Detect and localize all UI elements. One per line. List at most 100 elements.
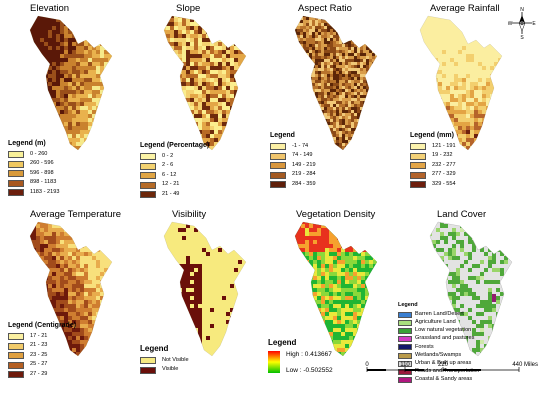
legend-title: Legend (Percentage) xyxy=(140,142,210,149)
legend-item: 232 - 277 xyxy=(410,161,456,171)
legend-label: 0 - 260 xyxy=(30,150,48,157)
legend-swatch xyxy=(140,172,156,180)
legend-swatch xyxy=(270,152,286,160)
legend-item: 17 - 21 xyxy=(8,332,76,342)
legend-title: Legend xyxy=(140,344,169,353)
legend-label: 2 - 6 xyxy=(162,162,174,169)
scale-unit-label: 440 Miles xyxy=(512,362,538,368)
legend-title: Legend xyxy=(398,302,418,308)
legend-item: 121 - 191 xyxy=(410,142,456,152)
legend-swatch xyxy=(140,181,156,189)
legend-item: Wetlands/Swamps xyxy=(398,351,479,359)
legend-item: 260 - 596 xyxy=(8,160,59,170)
landcover-map xyxy=(429,221,513,357)
legend-item: 74 - 149 xyxy=(270,152,316,162)
legend-swatch xyxy=(8,170,24,178)
legend-item: 329 - 554 xyxy=(410,180,456,190)
slope-title: Slope xyxy=(176,3,201,14)
visibility-map xyxy=(163,221,247,357)
legend-swatch xyxy=(140,153,156,161)
legend-label: 74 - 149 xyxy=(292,152,313,159)
legend-label: 1183 - 2193 xyxy=(30,188,60,195)
aspect-title: Aspect Ratio xyxy=(298,3,352,14)
legend-label: Grassland and pastures xyxy=(415,335,475,342)
scale-tick-1: 110 xyxy=(400,362,410,368)
legend-label: 25 - 27 xyxy=(30,361,48,368)
legend-item: 6 - 12 xyxy=(140,171,209,181)
legend-label: 596 - 898 xyxy=(30,169,54,176)
legend-label: 19 - 232 xyxy=(432,152,453,159)
compass-w: W xyxy=(508,21,513,27)
legend-item: 0 - 2 xyxy=(140,152,209,162)
legend-label: 12 - 21 xyxy=(162,181,180,188)
legend-item: Forests xyxy=(398,343,479,351)
legend-swatch xyxy=(410,152,426,160)
legend-label: 21 - 49 xyxy=(162,190,180,197)
rainfall-map xyxy=(419,15,503,151)
compass-e: E xyxy=(532,21,536,27)
legend-item: 23 - 25 xyxy=(8,351,76,361)
legend-item: Low natural vegetation xyxy=(398,327,479,335)
legend-swatch xyxy=(398,319,412,326)
legend-swatch xyxy=(140,162,156,170)
legend-swatch xyxy=(140,191,156,199)
slope-map xyxy=(163,15,247,151)
legend-swatch xyxy=(270,162,286,170)
legend-swatch xyxy=(398,327,412,334)
landcover-title: Land Cover xyxy=(437,209,487,220)
aspect-map xyxy=(294,15,378,151)
legend-swatch xyxy=(270,181,286,189)
legend-title: Legend (m) xyxy=(8,140,46,147)
legend-swatch xyxy=(270,143,286,151)
legend-item: 19 - 232 xyxy=(410,152,456,162)
aspect-legend: Legend -1 - 74 74 - 149 149 - 219 219 - 284… xyxy=(270,132,316,190)
legend-swatch xyxy=(410,162,426,170)
legend-item: 284 - 359 xyxy=(270,180,316,190)
legend-label: Forests xyxy=(415,343,434,350)
visibility-title: Visibility xyxy=(172,209,207,220)
legend-item: 21 - 49 xyxy=(140,190,209,200)
legend-label: 219 - 284 xyxy=(292,171,316,178)
legend-label: 21 - 23 xyxy=(30,342,48,349)
legend-item: 12 - 21 xyxy=(140,181,209,191)
legend-label: Wetlands/Swamps xyxy=(415,351,462,358)
visibility-legend: Legend Not Visible Visible xyxy=(140,345,189,375)
legend-title: Legend xyxy=(270,132,295,139)
legend-item: 2 - 6 xyxy=(140,162,209,172)
legend-label: Not Visible xyxy=(162,356,189,363)
legend-label: 6 - 12 xyxy=(162,171,177,178)
temperature-title: Average Temperature xyxy=(30,209,122,220)
legend-label: Agriculture Land xyxy=(415,318,456,325)
gradient-low-label: Low : -0.502552 xyxy=(286,367,333,374)
legend-label: 277 - 329 xyxy=(432,171,456,178)
legend-label: 232 - 277 xyxy=(432,161,456,168)
legend-swatch xyxy=(8,342,24,350)
legend-swatch xyxy=(8,371,24,379)
legend-label: 23 - 25 xyxy=(30,351,48,358)
legend-item: 898 - 1183 xyxy=(8,179,59,189)
legend-swatch xyxy=(8,352,24,360)
vegetation-title: Vegetation Density xyxy=(296,209,376,220)
legend-swatch xyxy=(8,179,24,187)
legend-swatch xyxy=(410,143,426,151)
north-arrow-icon: N E S W xyxy=(508,7,536,40)
compass-s: S xyxy=(520,35,524,40)
gradient-bar xyxy=(268,351,280,373)
legend-swatch xyxy=(398,377,412,384)
legend-item: 1183 - 2193 xyxy=(8,188,59,198)
legend-swatch xyxy=(8,151,24,159)
legend-item: Barren Land/Desert xyxy=(398,311,479,319)
legend-label: 260 - 596 xyxy=(30,160,54,167)
legend-label: -1 - 74 xyxy=(292,142,309,149)
scale-tick-2: 220 xyxy=(438,362,449,368)
legend-item: 277 - 329 xyxy=(410,171,456,181)
legend-label: 284 - 359 xyxy=(292,180,316,187)
slope-legend: Legend (Percentage) 0 - 2 2 - 6 6 - 12 12 -… xyxy=(140,142,209,200)
legend-item: Agriculture Land xyxy=(398,319,479,327)
legend-label: Barren Land/Desert xyxy=(415,310,464,317)
legend-swatch xyxy=(398,352,412,359)
legend-label: Coastal & Sandy areas xyxy=(415,376,473,383)
legend-item: 219 - 284 xyxy=(270,171,316,181)
legend-item: Visible xyxy=(140,366,189,376)
legend-label: 149 - 219 xyxy=(292,161,316,168)
